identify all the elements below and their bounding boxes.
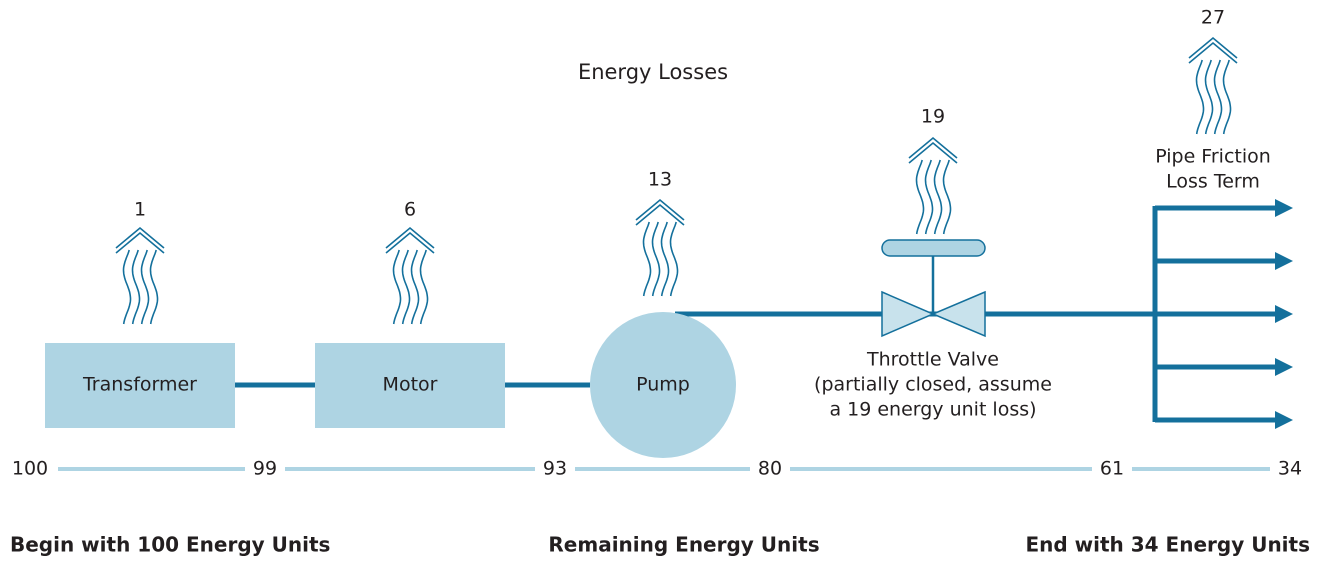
wave [942,159,952,235]
wave [660,221,670,297]
outlet-arrows [1155,199,1293,429]
wave [122,249,132,325]
transformer-box [45,343,235,428]
wave [1222,59,1232,135]
heat-icons [115,36,1238,325]
title: Energy Losses [578,60,728,84]
arrow-head [1275,199,1293,217]
wave [392,249,402,325]
note: a 19 energy unit loss) [829,399,1036,421]
loss: 19 [921,106,945,128]
wave [642,221,652,297]
wave [1195,59,1205,135]
chevron [1188,41,1238,64]
valve-body [881,290,986,338]
remaining-scale: 100 99 93 80 61 34 [12,458,1302,480]
wave [419,249,429,325]
chevron [115,226,165,249]
wave [401,249,411,325]
heat-icon [385,226,435,325]
heat-icon [635,198,685,297]
wave [915,159,925,235]
chevron [635,198,685,221]
chevron [385,231,435,254]
wave [410,249,420,325]
remaining-value: 100 [12,458,48,480]
heat-icon [115,226,165,325]
label: Pipe Friction [1155,146,1271,168]
label: Transformer [82,374,197,396]
wave [131,249,141,325]
note: (partially closed, assume [814,374,1052,396]
wave [1204,59,1214,135]
arrow-head [1275,252,1293,270]
wave [651,221,661,297]
valve-handle [881,239,986,257]
chevron [908,136,958,159]
loss: 1 [134,199,146,221]
remaining-value: 93 [543,458,567,480]
heat-icon [908,136,958,235]
label: Pump [636,374,690,396]
arrow-head [1275,358,1293,376]
remaining-value: 34 [1278,458,1302,480]
chevron [115,231,165,254]
wave [149,249,159,325]
label: Loss Term [1166,171,1260,193]
chevron [385,226,435,249]
label: Motor [383,374,438,396]
loss: 6 [404,199,416,221]
motor-box [315,343,505,428]
wave [1213,59,1223,135]
wave [924,159,934,235]
footer-right: End with 34 Energy Units [1025,533,1310,557]
loss: 13 [648,169,672,191]
footer-center: Remaining Energy Units [548,533,819,557]
remaining-value: 80 [758,458,782,480]
wave [669,221,679,297]
wave [140,249,150,325]
remaining-value: 61 [1100,458,1124,480]
chevron [1188,36,1238,59]
footer-left: Begin with 100 Energy Units [10,533,330,557]
wave [933,159,943,235]
arrow-head [1275,411,1293,429]
pump-circle [590,312,736,458]
label: Throttle Valve [866,349,999,371]
chevron [635,203,685,226]
remaining-value: 99 [253,458,277,480]
chevron [908,141,958,164]
loss: 27 [1201,7,1225,29]
arrow-head [1275,305,1293,323]
heat-icon [1188,36,1238,135]
